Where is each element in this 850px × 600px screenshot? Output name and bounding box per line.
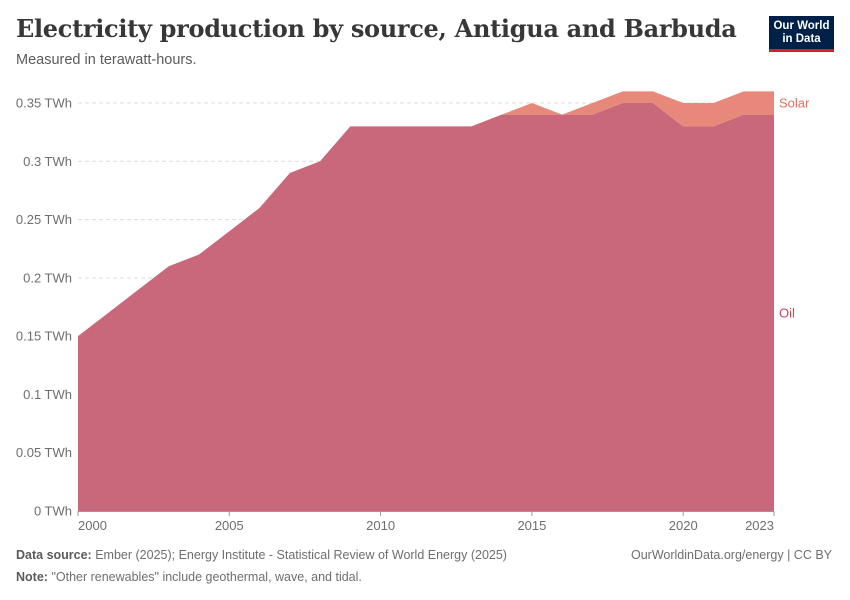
y-tick-label: 0.2 TWh: [23, 270, 72, 285]
data-source-label: Data source:: [16, 548, 92, 562]
note-label: Note:: [16, 570, 48, 584]
x-tick-label: 2015: [517, 518, 546, 533]
x-tick-label: 2020: [669, 518, 698, 533]
x-tick-label: 2023: [745, 518, 774, 533]
y-tick-label: 0 TWh: [34, 504, 72, 519]
chart-subtitle: Measured in terawatt-hours.: [16, 52, 197, 68]
series-label-oil: Oil: [779, 305, 795, 320]
data-source-text: Ember (2025); Energy Institute - Statist…: [95, 548, 507, 562]
note-text: "Other renewables" include geothermal, w…: [51, 570, 362, 584]
area-chart: 0 TWh 0.05 TWh 0.1 TWh 0.15 TWh 0.2 TWh 0.25 …: [16, 91, 810, 533]
x-tick-label: 2005: [215, 518, 244, 533]
y-tick-label: 0.15 TWh: [16, 329, 72, 344]
data-source: Data source: Ember (2025); Energy Instit…: [16, 548, 507, 562]
y-tick-label: 0.05 TWh: [16, 445, 72, 460]
chart-note: Note: "Other renewables" include geother…: [16, 570, 362, 584]
y-tick-label: 0.1 TWh: [23, 387, 72, 402]
owid-logo[interactable]: Our World in Data: [769, 16, 834, 52]
x-tick-label: 2000: [78, 518, 107, 533]
series-label-solar: Solar: [779, 96, 810, 111]
x-tick-label: 2010: [366, 518, 395, 533]
series-area-solar: [78, 91, 774, 337]
series-area-oil: [78, 103, 774, 511]
chart-title: Electricity production by source, Antigu…: [16, 14, 737, 43]
logo-line-1: Our World: [773, 20, 830, 32]
y-tick-label: 0.25 TWh: [16, 212, 72, 227]
y-tick-label: 0.35 TWh: [16, 96, 72, 111]
credit-link[interactable]: OurWorldinData.org/energy | CC BY: [630, 548, 832, 562]
logo-line-2: in Data: [782, 33, 821, 45]
y-tick-label: 0.3 TWh: [23, 154, 72, 169]
